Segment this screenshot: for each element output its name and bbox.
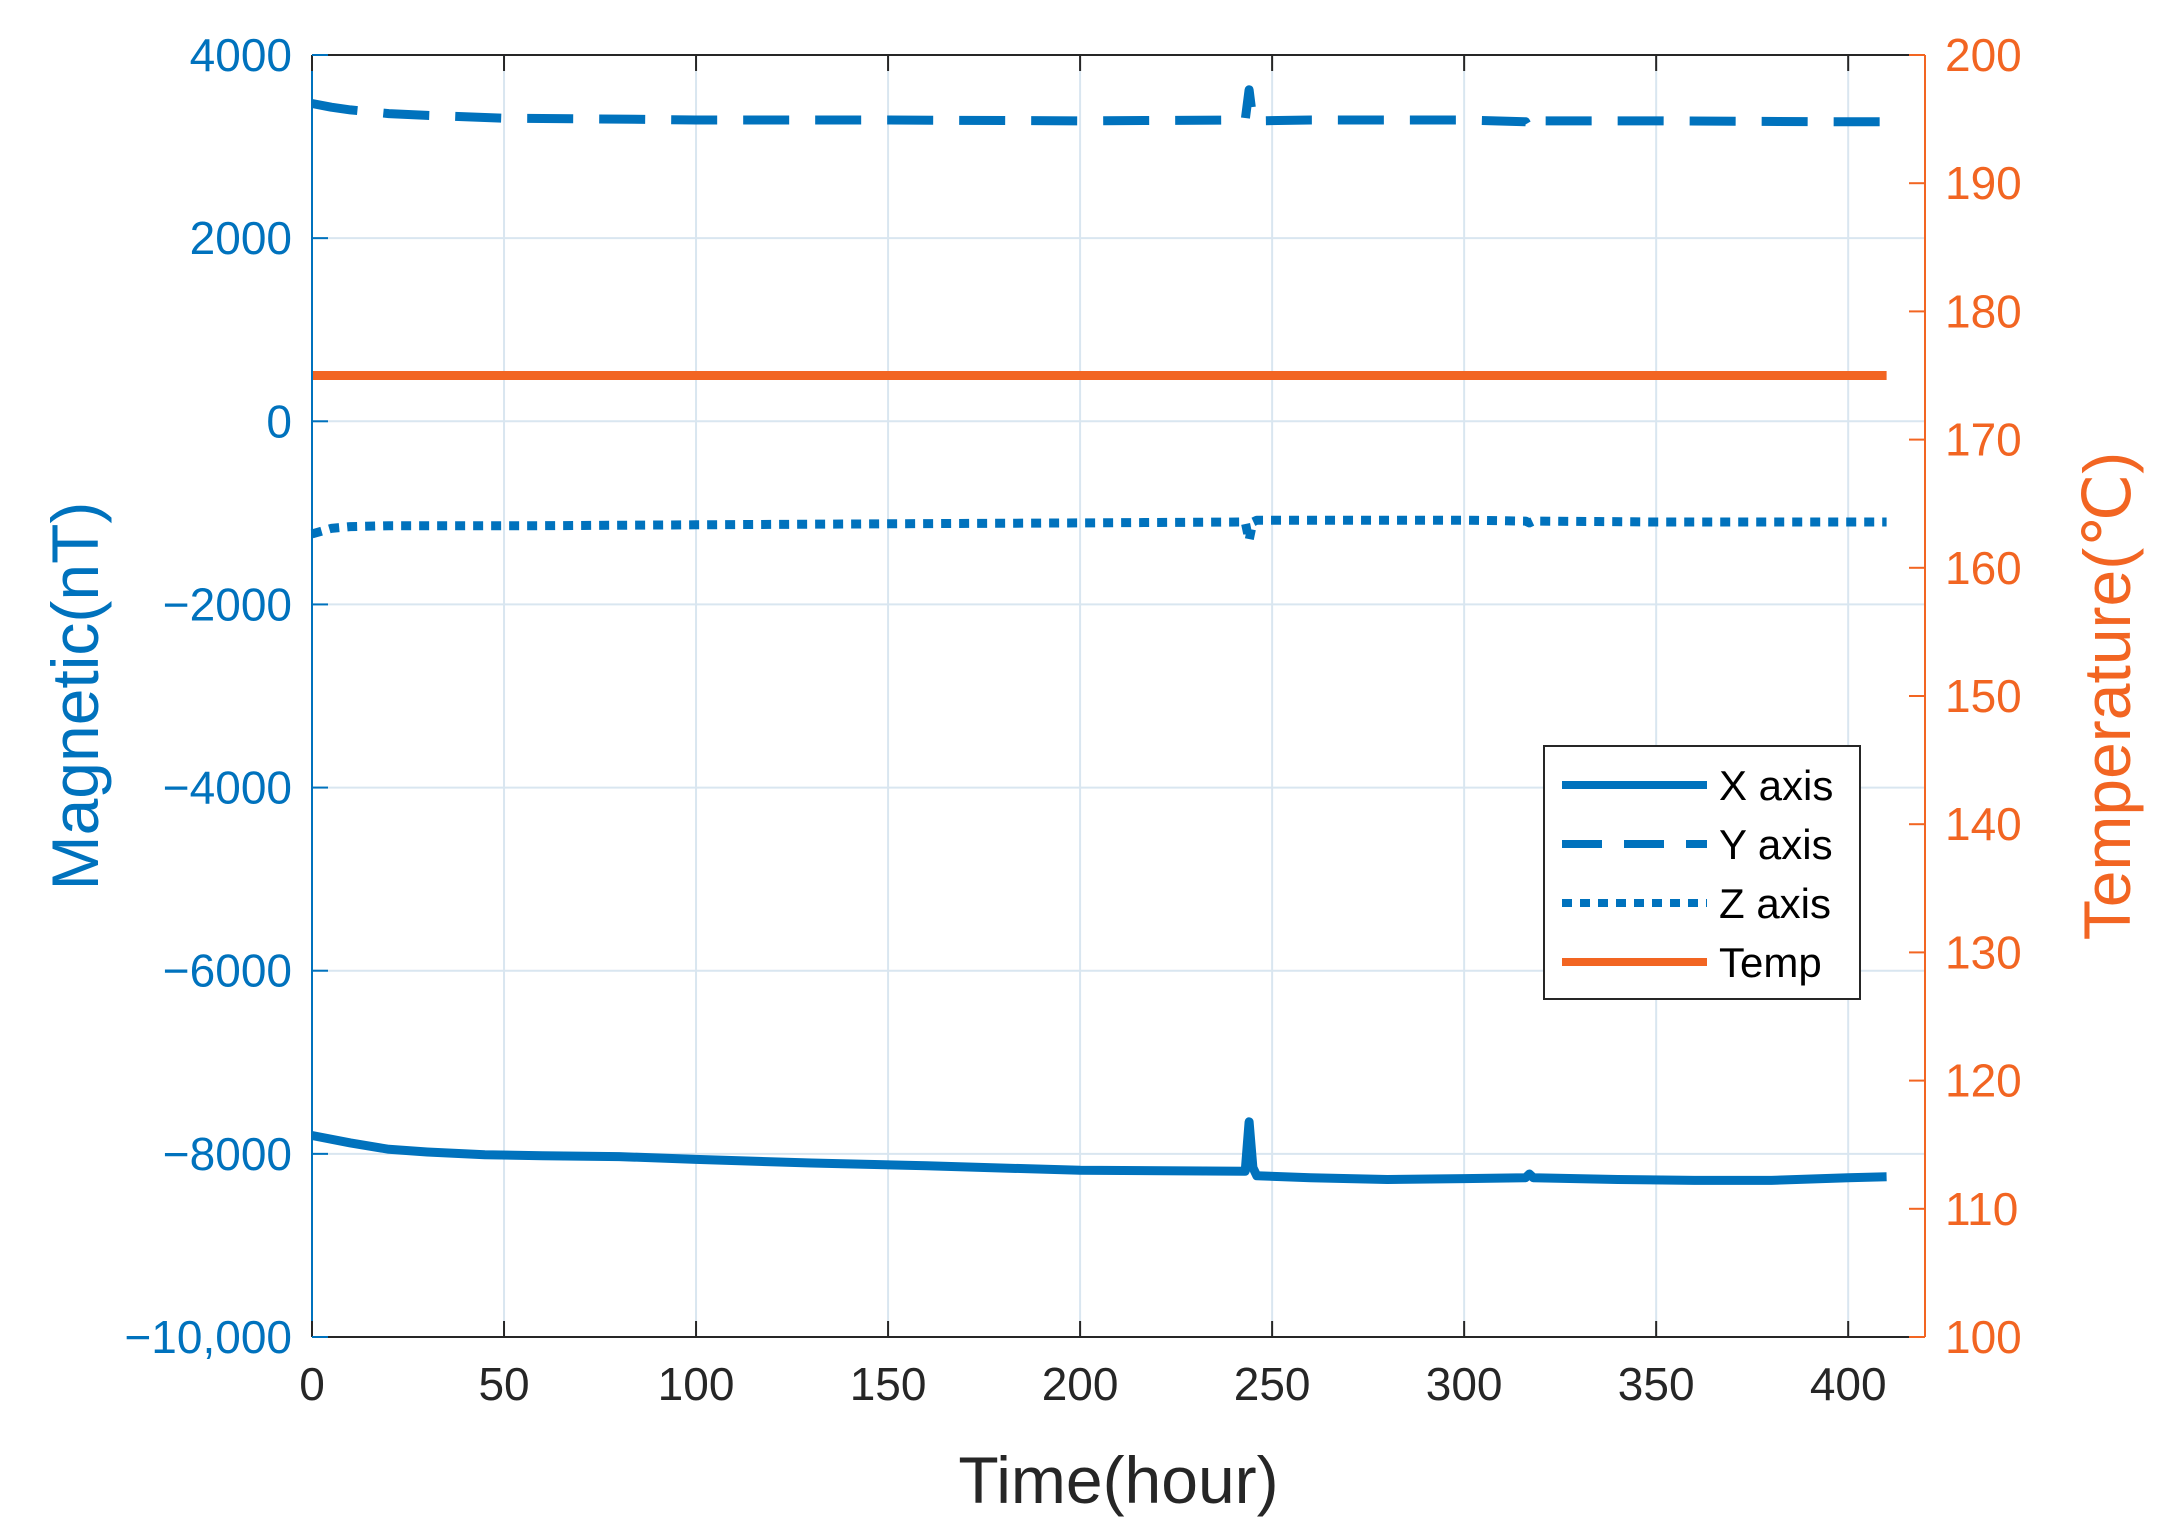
right-y-axis-label: Temperature(℃) <box>2070 452 2144 941</box>
x-tick-label: 250 <box>1234 1358 1311 1410</box>
left-y-axis-label: Magnetic(nT) <box>38 502 112 891</box>
x-tick-label: 50 <box>478 1358 529 1410</box>
x-tick-label: 300 <box>1426 1358 1503 1410</box>
left-y-tick-label: −8000 <box>163 1128 292 1180</box>
left-y-tick-label: 2000 <box>190 212 292 264</box>
right-y-tick-label: 150 <box>1945 670 2022 722</box>
legend-entry: X axis <box>1719 762 1833 809</box>
x-tick-label: 100 <box>658 1358 735 1410</box>
x-tick-label: 0 <box>299 1358 325 1410</box>
left-y-tick-label: −10,000 <box>124 1311 292 1363</box>
series-line-z-axis <box>310 515 1887 545</box>
right-y-tick-label: 110 <box>1945 1183 2018 1235</box>
right-y-tick-label: 180 <box>1945 285 2022 337</box>
left-y-tick-label: −4000 <box>163 762 292 814</box>
left-y-tick-label: 0 <box>266 395 292 447</box>
right-y-tick-label: 190 <box>1945 157 2022 209</box>
x-tick-label: 200 <box>1042 1358 1119 1410</box>
legend-entry: Y axis <box>1719 821 1833 868</box>
legend-entry: Temp <box>1719 939 1822 986</box>
left-y-tick-label: 4000 <box>190 29 292 81</box>
right-y-tick-label: 120 <box>1945 1055 2022 1107</box>
right-y-tick-label: 170 <box>1945 414 2022 466</box>
left-y-tick-label: −2000 <box>163 578 292 630</box>
right-y-tick-label: 160 <box>1945 542 2022 594</box>
legend-entry: Z axis <box>1719 880 1831 927</box>
right-y-tick-label: 130 <box>1945 926 2022 978</box>
right-y-tick-label: 100 <box>1945 1311 2022 1363</box>
series-layer <box>310 85 1887 1185</box>
x-tick-label: 350 <box>1618 1358 1695 1410</box>
x-axis-label: Time(hour) <box>958 1443 1278 1517</box>
series-line-y-axis <box>311 85 1887 133</box>
legend: X axis Y axis Z axis Temp <box>1543 745 1861 1000</box>
x-tick-label: 150 <box>850 1358 927 1410</box>
x-tick-label: 400 <box>1810 1358 1887 1410</box>
axes: 0 50 100 150 200 250 300 350 400 −10,000 −8000 −600… <box>124 29 2021 1410</box>
right-y-tick-label: 140 <box>1945 798 2022 850</box>
series-line-x-axis <box>311 1117 1887 1185</box>
left-y-tick-label: −6000 <box>163 945 292 997</box>
right-y-tick-label: 200 <box>1945 29 2022 81</box>
